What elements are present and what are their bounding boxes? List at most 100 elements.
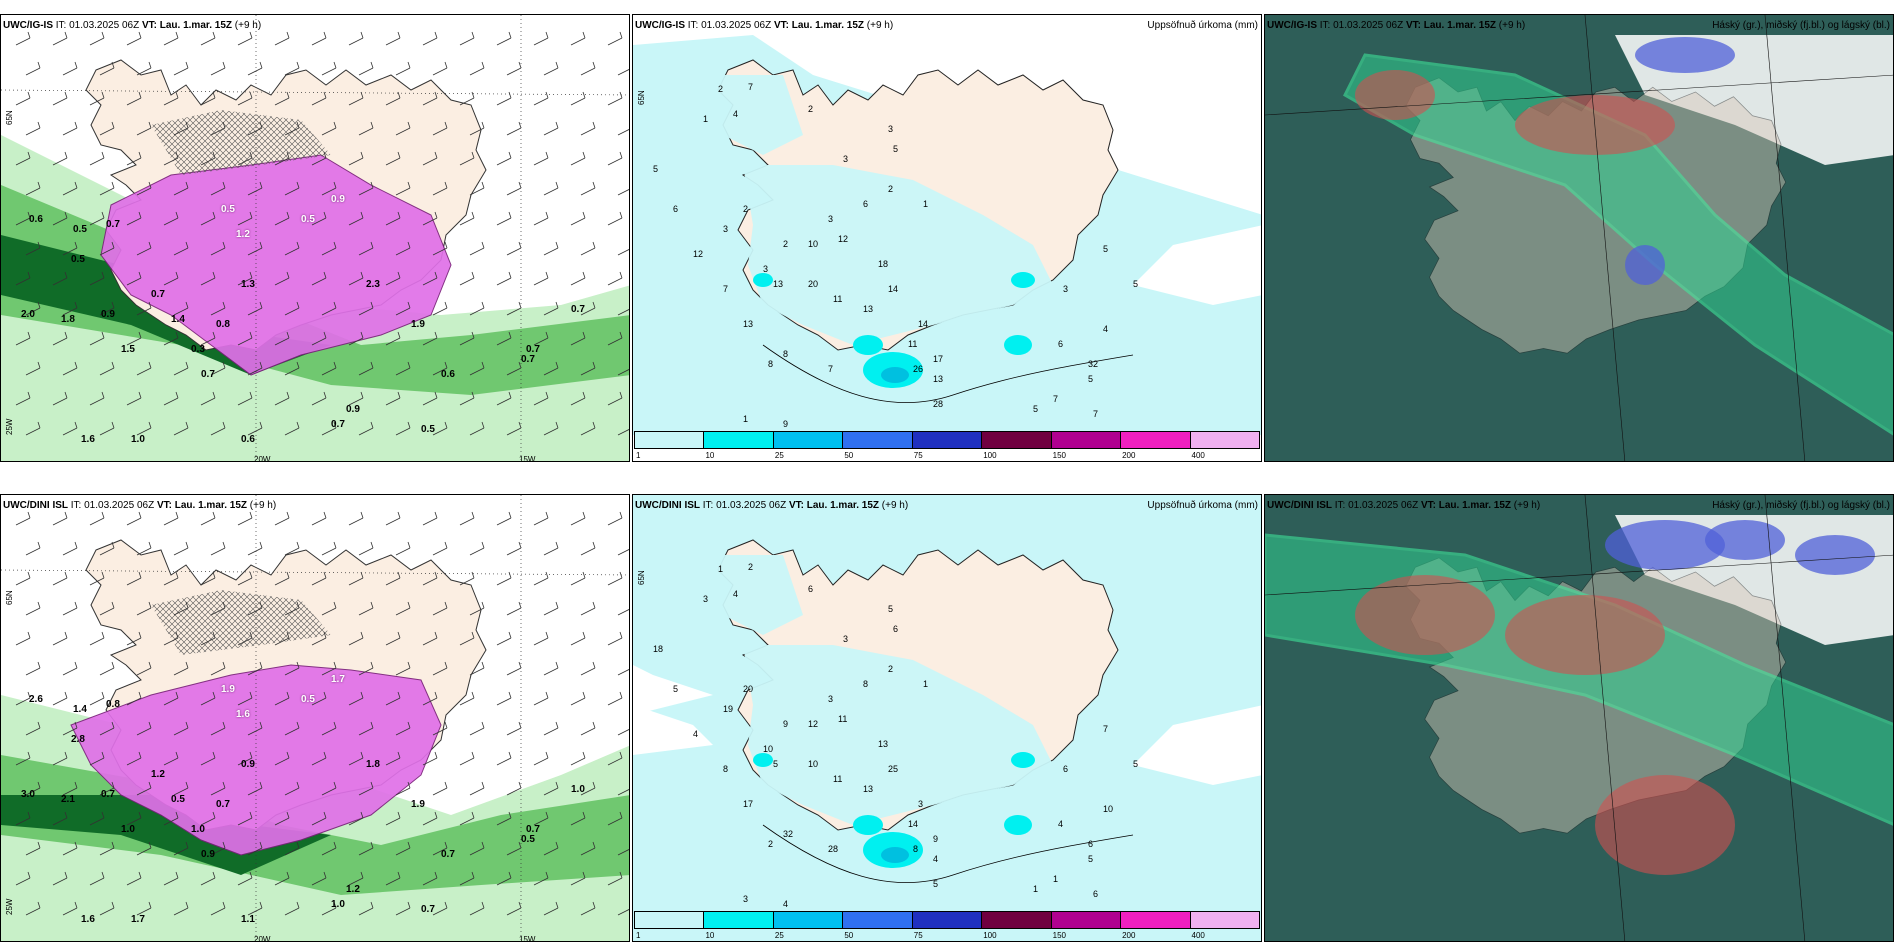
wind-barb (321, 781, 337, 796)
wind-barb (533, 331, 549, 346)
colorbar-tick: 10 (705, 931, 715, 940)
wind-barb (136, 541, 152, 556)
dry-area (1133, 705, 1261, 785)
wind-barb (284, 421, 300, 436)
wind-barb (237, 151, 253, 166)
wind-barb (25, 781, 41, 796)
wind-barb (432, 601, 448, 616)
wind-barb (173, 301, 189, 316)
precip-amount-label: 6 (1093, 889, 1099, 899)
wind-barb (580, 121, 596, 136)
wind-barb (496, 331, 512, 346)
colorbar-segment: 150 (1050, 431, 1121, 460)
wind-barb (136, 841, 152, 856)
precip-amount-label: 1 (1033, 884, 1039, 894)
wind-barb (321, 421, 337, 436)
wind-barb (173, 361, 189, 376)
wind-barb (284, 901, 300, 916)
wind-barb (543, 181, 559, 196)
wind-barb (311, 691, 327, 706)
valid-time: Lau. 1.mar. 15Z (1423, 20, 1497, 31)
wind-barb (459, 631, 475, 646)
wind-barb (52, 211, 68, 226)
wind-barb (311, 631, 327, 646)
wind-barb (62, 301, 78, 316)
wind-barb (469, 541, 485, 556)
precip-amount-label: 5 (1088, 374, 1094, 384)
wind-barb (385, 31, 401, 46)
wind-barb (496, 511, 512, 526)
wind-gust-label: 0.9 (201, 849, 215, 860)
wind-barb (385, 271, 401, 286)
wind-barb (163, 691, 179, 706)
precip-amount-label: 4 (693, 729, 699, 739)
wind-barb (395, 241, 411, 256)
wind-barb (607, 211, 623, 226)
model-name: UWC/IG-IS (3, 20, 53, 31)
wind-barb (543, 781, 559, 796)
precip-amount-label: 13 (743, 319, 754, 329)
wind-barb (617, 849, 629, 856)
wind-barb (469, 841, 485, 856)
wind-barb (617, 729, 629, 736)
wind-gust-label: 0.6 (29, 214, 43, 225)
wind-barb (348, 331, 364, 346)
wind-barb (385, 571, 401, 586)
colorbar-tick: 75 (913, 451, 923, 460)
wind-barb (395, 781, 411, 796)
wind-barb (543, 901, 559, 916)
precip-amount-label: 3 (843, 634, 849, 644)
wind-barb (311, 391, 327, 406)
colorbar-segment: 25 (772, 431, 843, 460)
wind-barb (570, 91, 586, 106)
wind-barb (62, 781, 78, 796)
wind-barb (385, 751, 401, 766)
wind-barb (163, 151, 179, 166)
wind-barb (210, 421, 226, 436)
wind-barb (52, 691, 68, 706)
wind-barb (348, 31, 364, 46)
gridline (1584, 495, 1626, 941)
precip-amount-label: 1 (923, 199, 929, 209)
wind-gust-label: 2.6 (29, 694, 43, 705)
wind-gust-label: 2.0 (21, 309, 35, 320)
wind-barb (62, 121, 78, 136)
wind-barb (237, 91, 253, 106)
wind-barb (506, 841, 522, 856)
wind-barb (570, 631, 586, 646)
wind-barb (496, 871, 512, 886)
panel-header: UWC/DINI ISL IT: 01.03.2025 06Z VT: Lau.… (635, 500, 908, 511)
wind-gust-label: 0.7 (106, 219, 120, 230)
wind-barb (580, 241, 596, 256)
wind-barb (533, 151, 549, 166)
wind-barb (348, 391, 364, 406)
wind-barb (311, 31, 327, 46)
wind-barb (247, 361, 263, 376)
wind-gust-label: 1.3 (241, 279, 255, 290)
wind-barb (15, 571, 31, 586)
wind-barb (617, 69, 629, 76)
wind-barb (469, 301, 485, 316)
precip-amount-label: 6 (1063, 764, 1069, 774)
wind-barb (99, 61, 115, 76)
wind-barb (617, 909, 629, 916)
precip-amount-label: 17 (743, 799, 754, 809)
wind-barb (237, 811, 253, 826)
map-canvas (1, 15, 629, 461)
wind-barb (15, 511, 31, 526)
colorbar-tick: 50 (844, 451, 854, 460)
wind-barb (173, 121, 189, 136)
wind-barb (89, 811, 105, 826)
wind-gust-label: 2.3 (366, 279, 380, 290)
wind-barb (543, 601, 559, 616)
precip-amount-label: 6 (893, 624, 899, 634)
wind-barb (15, 751, 31, 766)
colorbar-segment: 25 (772, 911, 843, 940)
wind-barb (15, 91, 31, 106)
wind-barb (99, 601, 115, 616)
init-time: IT: 01.03.2025 06Z (1319, 20, 1404, 31)
high-cloud-area (1595, 775, 1735, 875)
wind-barb (200, 811, 216, 826)
axis-label: 65N (637, 570, 646, 585)
wind-gust-label: 1.0 (331, 899, 345, 910)
